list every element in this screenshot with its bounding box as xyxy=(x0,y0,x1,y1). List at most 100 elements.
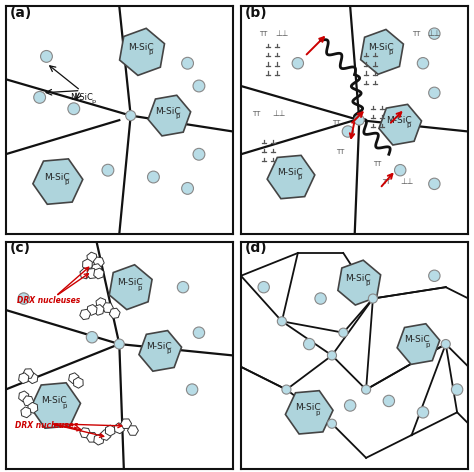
Polygon shape xyxy=(31,383,81,428)
Text: TT: TT xyxy=(382,179,391,185)
Text: ⊥⊥: ⊥⊥ xyxy=(428,29,441,38)
Circle shape xyxy=(383,395,394,407)
Text: p: p xyxy=(64,179,69,185)
Polygon shape xyxy=(128,426,138,435)
Circle shape xyxy=(177,281,189,293)
Circle shape xyxy=(34,92,46,103)
Text: TT: TT xyxy=(337,149,345,155)
Text: p: p xyxy=(62,403,66,409)
Polygon shape xyxy=(18,391,29,402)
Text: p: p xyxy=(176,113,180,119)
Text: ⊥⊥: ⊥⊥ xyxy=(400,177,413,186)
Polygon shape xyxy=(28,373,38,384)
Text: TT: TT xyxy=(373,160,381,167)
Circle shape xyxy=(147,171,159,183)
Text: M-SiC: M-SiC xyxy=(277,168,303,177)
Circle shape xyxy=(18,293,29,304)
Polygon shape xyxy=(109,265,152,310)
Circle shape xyxy=(428,178,440,190)
Circle shape xyxy=(428,270,440,281)
Circle shape xyxy=(41,51,53,62)
Circle shape xyxy=(102,164,114,176)
Text: M-SiC: M-SiC xyxy=(404,335,430,344)
Circle shape xyxy=(182,183,193,194)
Polygon shape xyxy=(148,95,191,136)
Polygon shape xyxy=(139,330,182,371)
Polygon shape xyxy=(114,423,124,434)
Polygon shape xyxy=(91,264,102,274)
Polygon shape xyxy=(285,391,333,434)
Polygon shape xyxy=(338,260,381,305)
Text: p: p xyxy=(425,342,429,347)
Text: p: p xyxy=(137,285,142,291)
Circle shape xyxy=(368,294,377,303)
Text: p: p xyxy=(407,122,411,128)
Polygon shape xyxy=(28,402,38,413)
Circle shape xyxy=(428,28,440,39)
Text: p: p xyxy=(148,49,153,55)
Polygon shape xyxy=(80,309,91,320)
Circle shape xyxy=(428,87,440,99)
Circle shape xyxy=(86,331,98,343)
Circle shape xyxy=(328,351,337,360)
Text: M-SiC: M-SiC xyxy=(42,396,67,405)
Circle shape xyxy=(362,385,371,394)
Polygon shape xyxy=(87,252,97,263)
Circle shape xyxy=(441,339,450,349)
Polygon shape xyxy=(73,377,83,388)
Circle shape xyxy=(182,57,193,69)
Polygon shape xyxy=(82,259,92,270)
Circle shape xyxy=(277,317,286,326)
Polygon shape xyxy=(21,407,31,418)
Text: p: p xyxy=(298,175,302,180)
Circle shape xyxy=(417,58,428,69)
Text: M-SiC: M-SiC xyxy=(386,116,412,125)
Polygon shape xyxy=(94,304,104,315)
Polygon shape xyxy=(109,308,120,319)
Circle shape xyxy=(394,165,406,176)
Circle shape xyxy=(114,339,124,349)
Circle shape xyxy=(342,126,354,137)
Text: (d): (d) xyxy=(245,241,268,255)
Text: DRX nucleuses: DRX nucleuses xyxy=(15,421,78,430)
Circle shape xyxy=(193,80,205,92)
Circle shape xyxy=(282,385,291,394)
Polygon shape xyxy=(23,396,34,406)
Text: (a): (a) xyxy=(9,6,32,19)
Polygon shape xyxy=(361,29,403,74)
Text: p: p xyxy=(389,49,393,55)
Circle shape xyxy=(126,110,136,120)
Polygon shape xyxy=(80,268,91,279)
Circle shape xyxy=(258,281,269,293)
Circle shape xyxy=(303,338,315,350)
Text: p: p xyxy=(366,280,370,286)
Text: M-SiC: M-SiC xyxy=(368,43,394,52)
Text: (b): (b) xyxy=(245,6,268,19)
Text: TT: TT xyxy=(259,31,267,37)
Polygon shape xyxy=(87,269,97,278)
Polygon shape xyxy=(119,28,164,76)
Polygon shape xyxy=(96,298,106,309)
Text: ⊥⊥: ⊥⊥ xyxy=(275,29,288,38)
Polygon shape xyxy=(94,434,104,445)
Polygon shape xyxy=(397,324,440,364)
Text: M-SiC: M-SiC xyxy=(44,173,70,182)
Polygon shape xyxy=(267,155,315,199)
Polygon shape xyxy=(102,303,113,312)
Text: M-SiC: M-SiC xyxy=(155,107,181,116)
Circle shape xyxy=(186,384,198,395)
Text: p: p xyxy=(316,410,320,416)
Polygon shape xyxy=(80,428,91,438)
Circle shape xyxy=(339,328,348,337)
Circle shape xyxy=(451,384,463,395)
Text: (c): (c) xyxy=(9,241,31,255)
Text: DRX nucleuses: DRX nucleuses xyxy=(17,296,80,305)
Polygon shape xyxy=(69,373,79,384)
Text: M-SiC: M-SiC xyxy=(346,274,371,283)
Text: p: p xyxy=(167,348,171,354)
Text: N-SiC: N-SiC xyxy=(70,93,93,102)
Circle shape xyxy=(328,419,337,428)
Text: M-SiC: M-SiC xyxy=(117,278,142,287)
Polygon shape xyxy=(87,432,98,442)
Text: TT: TT xyxy=(411,31,420,37)
